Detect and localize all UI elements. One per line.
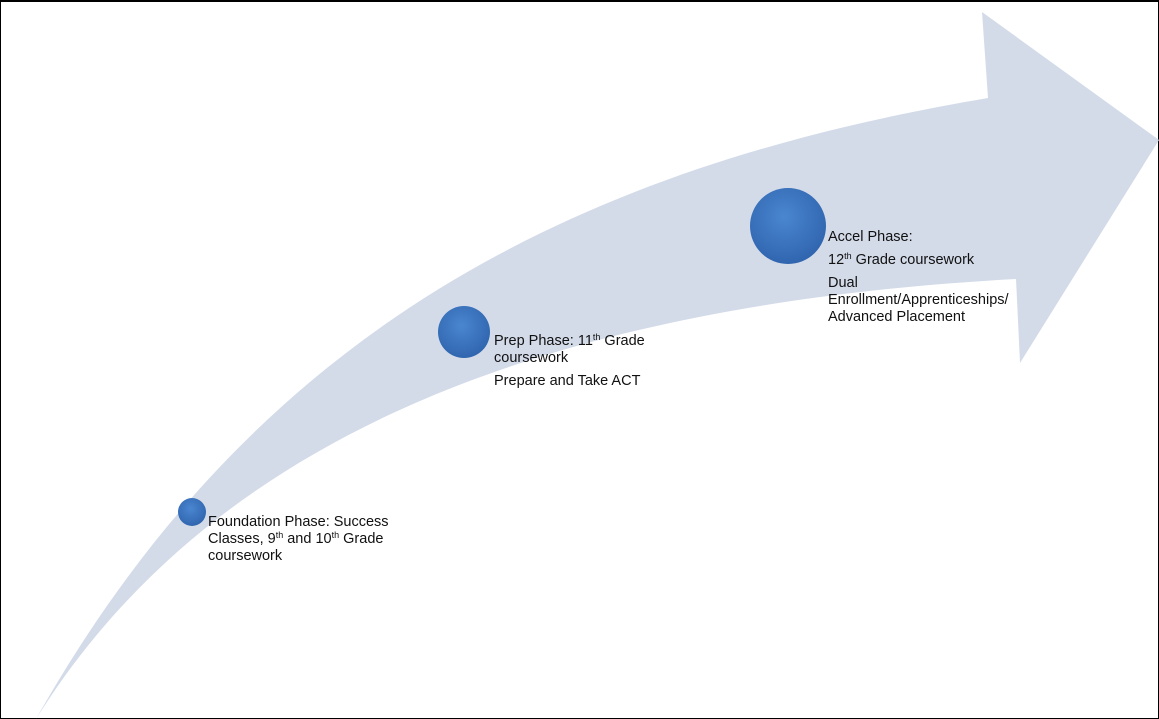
curved-arrow [36, 12, 1159, 719]
foundation-phase-label: Foundation Phase: Success Classes, 9th a… [208, 514, 423, 571]
accel-line-3: Dual Enrollment/Apprenticeships/ Advance… [828, 275, 1009, 325]
accel-phase-label: Accel Phase: 12th Grade coursework Dual … [828, 229, 1068, 332]
accel-line-1: Accel Phase: [828, 229, 913, 245]
foundation-line-1: Foundation Phase: Success Classes, 9th a… [208, 514, 389, 564]
accel-line-2: 12th Grade coursework [828, 251, 975, 269]
prep-line-2: Prepare and Take ACT [494, 373, 641, 389]
accel-phase-node [750, 188, 826, 264]
foundation-phase-node [178, 498, 206, 526]
prep-line-1: Prep Phase: 11th Grade coursework [494, 332, 645, 367]
prep-phase-label: Prep Phase: 11th Grade coursework Prepar… [494, 333, 679, 396]
prep-phase-node [438, 306, 490, 358]
